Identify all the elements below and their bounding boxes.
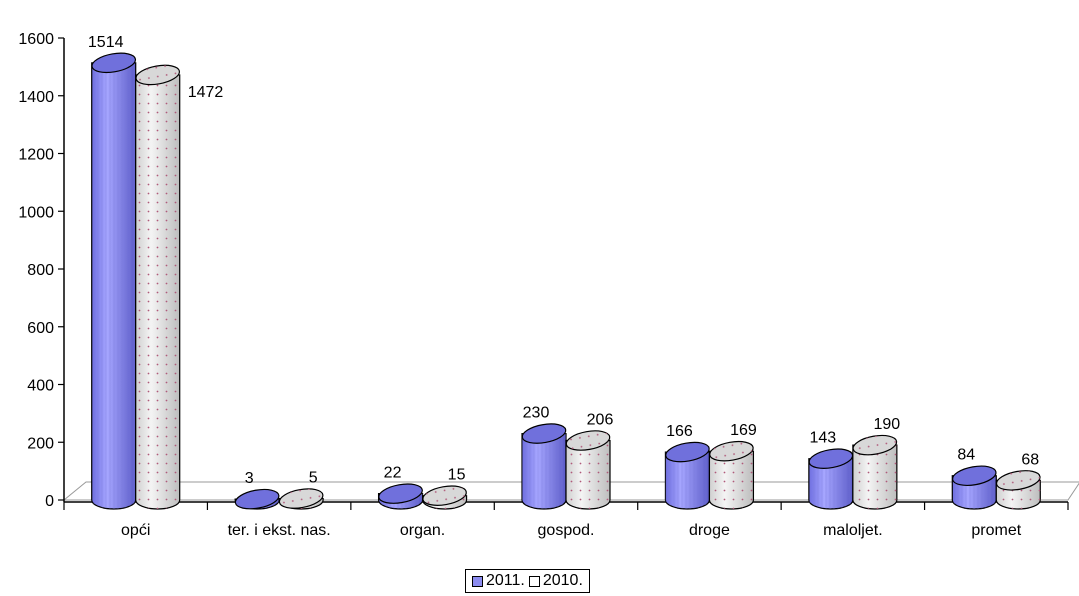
- bar-2010-5: [852, 434, 898, 510]
- data-label: 169: [730, 422, 757, 439]
- data-label: 143: [810, 430, 837, 447]
- legend-swatch-2011: [472, 575, 483, 587]
- bar-2011-4: [664, 441, 711, 510]
- data-label: 68: [1021, 451, 1039, 468]
- data-label: 22: [384, 465, 402, 482]
- y-tick-label: 1200: [18, 147, 54, 164]
- data-label: 15: [448, 467, 466, 484]
- legend-label-2011: 2011.: [486, 572, 525, 589]
- y-tick-label: 200: [27, 435, 54, 452]
- bar-2010-4: [708, 440, 755, 510]
- y-tick-label: 800: [27, 262, 54, 279]
- bar-2011-5: [808, 448, 854, 510]
- bar-2010-6: [995, 470, 1041, 510]
- x-tick-label: organ.: [400, 522, 445, 539]
- bar-2011-3: [521, 423, 567, 510]
- y-tick-label: 600: [27, 320, 54, 337]
- y-tick-label: 1600: [18, 31, 54, 48]
- data-label: 230: [523, 405, 550, 422]
- y-tick-label: 400: [27, 378, 54, 395]
- bar-2010-0: [135, 64, 181, 510]
- data-label: 190: [874, 416, 901, 433]
- data-label: 166: [666, 423, 693, 440]
- x-tick-label: opći: [121, 522, 150, 539]
- y-tick-label: 1000: [18, 204, 54, 221]
- legend-label-2010: 2010.: [542, 572, 583, 589]
- y-tick-label: 1400: [18, 89, 54, 106]
- bar-2011-1: [234, 488, 280, 510]
- x-tick-label: promet: [971, 522, 1021, 539]
- bar-2010-2: [421, 485, 468, 510]
- legend: 2011. 2010.: [465, 569, 590, 593]
- x-tick-label: droge: [689, 522, 730, 539]
- y-tick-label: 0: [45, 493, 54, 510]
- data-label: 1472: [188, 84, 224, 101]
- data-label: 84: [957, 447, 975, 464]
- data-label: 5: [309, 470, 318, 487]
- x-tick-label: gospod.: [538, 522, 595, 539]
- bar-2011-2: [377, 483, 424, 510]
- legend-item-2011: 2011.: [472, 572, 525, 590]
- x-tick-label: ter. i ekst. nas.: [228, 522, 331, 539]
- x-tick-label: maloljet.: [823, 522, 883, 539]
- data-label: 206: [587, 412, 614, 429]
- bar-2011-0: [91, 52, 137, 510]
- data-label: 1514: [88, 34, 124, 51]
- legend-swatch-2010: [528, 575, 540, 587]
- bar-2011-6: [951, 465, 997, 510]
- bar-2010-3: [565, 430, 611, 510]
- legend-item-2010: 2010.: [528, 572, 583, 590]
- bar-2010-1: [278, 488, 324, 510]
- data-label: 3: [245, 470, 254, 487]
